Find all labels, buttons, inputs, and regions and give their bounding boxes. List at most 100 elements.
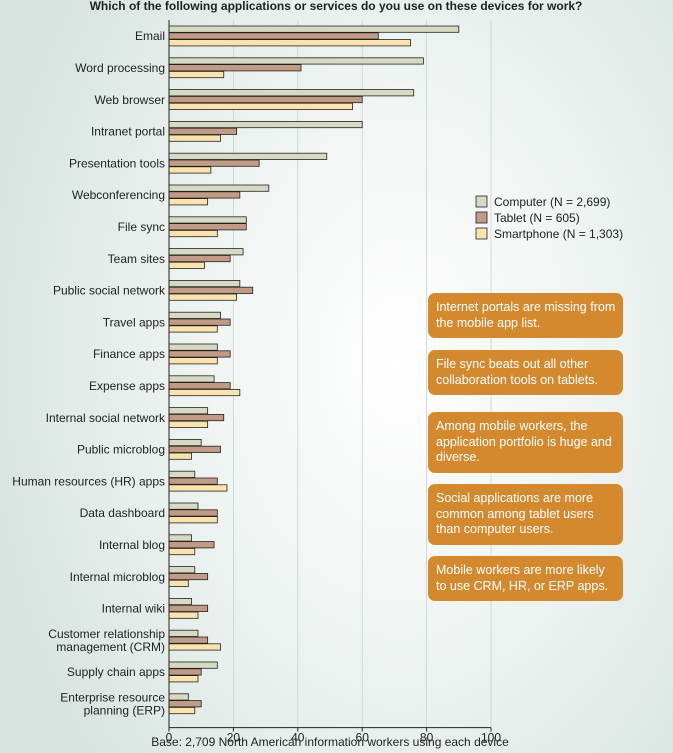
category-label-expense-apps: Expense apps [89,379,165,393]
bar-customer-relationship-management-crm-computer [168,629,199,637]
category-label-word-processing: Word processing [75,61,165,75]
annotation-crm-hr-erp: Mobile workers are more likely to use CR… [428,556,623,601]
bar-internal-wiki-computer [168,598,192,606]
bar-finance-apps-tablet [168,350,231,358]
bar-data-dashboard-computer [168,502,199,510]
bar-intranet-portal-computer [168,121,363,129]
x-tick-label-80: 80 [420,731,434,745]
bar-human-resources-hr-apps-smartphone [168,484,228,492]
chart-caption: Base: 2,709 North American information w… [151,735,509,749]
x-tick-label-0: 0 [166,731,173,745]
bar-supply-chain-apps-computer [168,661,218,669]
category-label-web-browser: Web browser [95,93,165,107]
bar-presentation-tools-computer [168,152,328,160]
category-label-finance-apps: Finance apps [93,347,165,361]
bar-customer-relationship-management-crm-smartphone [168,643,221,651]
bar-enterprise-resource-planning-erp-computer [168,693,189,701]
bar-public-social-network-computer [168,279,241,288]
category-label-travel-apps: Travel apps [103,315,165,329]
bar-expense-apps-tablet [168,382,231,390]
bar-word-processing-computer [168,57,424,65]
bar-public-social-network-smartphone [168,293,238,301]
legend-swatch-tablet [475,211,488,224]
annotation-internet-portals: Internet portals are missing from the mo… [428,293,623,338]
category-label-presentation-tools: Presentation tools [69,156,165,170]
category-label-internal-social-network: Internal social network [46,411,166,425]
bar-travel-apps-tablet [168,318,231,326]
legend: Computer (N = 2,699) Tablet (N = 605) Sm… [475,195,623,241]
bar-travel-apps-computer [168,311,221,319]
annotation-mobile-portfolio: Among mobile workers, the application po… [428,412,623,473]
category-labels: Email Word processing Web browser Intranet … [12,29,166,717]
category-label-public-microblog: Public microblog [77,443,165,457]
legend-label-computer: Computer (N = 2,699) [494,195,610,209]
bar-expense-apps-smartphone [168,388,241,397]
category-label-team-sites: Team sites [108,252,165,266]
bar-travel-apps-smartphone [168,325,218,333]
bar-presentation-tools-smartphone [168,166,212,174]
bar-email-computer [168,25,460,33]
x-axis: 0 20 40 60 80 100 [166,20,501,745]
legend-swatch-computer [475,195,488,208]
bar-team-sites-smartphone [168,261,205,269]
bar-public-microblog-smartphone [168,452,192,460]
bars [168,25,460,715]
bar-supply-chain-apps-tablet [168,668,202,676]
bar-internal-wiki-smartphone [168,611,199,619]
bar-web-browser-tablet [168,96,363,104]
bar-data-dashboard-smartphone [168,516,218,524]
bar-enterprise-resource-planning-erp-smartphone [168,707,196,715]
bar-web-browser-computer [168,89,415,97]
category-label-customer-relationship-management-crm-line2: management (CRM) [56,640,165,654]
bar-public-microblog-tablet [168,445,221,453]
bar-email-smartphone [168,39,411,47]
bar-internal-microblog-tablet [168,573,209,581]
bar-customer-relationship-management-crm-tablet [168,636,209,644]
bar-expense-apps-computer [168,375,215,383]
category-label-intranet-portal: Intranet portal [91,125,165,139]
bar-public-microblog-computer [168,438,202,447]
category-label-internal-wiki: Internal wiki [102,602,165,616]
category-label-email: Email [135,29,165,43]
legend-swatch-smartphone [475,227,488,240]
bar-email-tablet [168,32,379,40]
category-label-internal-blog: Internal blog [99,538,165,552]
bar-file-sync-computer [168,216,247,224]
legend-label-smartphone: Smartphone (N = 1,303) [494,227,623,241]
bar-webconferencing-tablet [168,191,241,199]
category-label-customer-relationship-management-crm-line1: Customer relationship [48,627,165,641]
bar-presentation-tools-tablet [168,159,260,167]
x-tick-label-40: 40 [291,731,305,745]
bar-webconferencing-computer [168,184,270,192]
category-label-data-dashboard: Data dashboard [80,506,165,520]
category-label-supply-chain-apps: Supply chain apps [67,665,165,679]
bar-internal-microblog-smartphone [168,579,189,587]
category-label-enterprise-resource-planning-erp-line2: planning (ERP) [84,704,165,718]
bar-word-processing-tablet [168,64,302,72]
bar-human-resources-hr-apps-tablet [168,477,218,485]
x-tick-label-60: 60 [356,731,370,745]
bar-internal-blog-tablet [168,541,215,549]
x-tick-label-20: 20 [227,731,241,745]
bar-team-sites-tablet [168,254,231,263]
category-label-webconferencing: Webconferencing [72,188,165,202]
bar-human-resources-hr-apps-computer [168,470,196,478]
bar-internal-microblog-computer [168,566,196,574]
x-tick-label-100: 100 [481,731,501,745]
bar-internal-blog-smartphone [168,548,196,556]
bar-file-sync-smartphone [168,229,218,238]
annotation-file-sync: File sync beats out all other collaborat… [428,350,623,395]
legend-label-tablet: Tablet (N = 605) [494,211,580,225]
bar-internal-social-network-tablet [168,413,225,422]
bar-public-social-network-tablet [168,286,254,294]
bar-internal-social-network-smartphone [168,420,209,428]
category-label-internal-microblog: Internal microblog [70,570,165,584]
bar-intranet-portal-smartphone [168,134,221,142]
bar-enterprise-resource-planning-erp-tablet [168,700,202,708]
bar-internal-social-network-computer [168,407,209,415]
bar-internal-wiki-tablet [168,604,209,612]
category-label-human-resources-hr-apps: Human resources (HR) apps [12,474,165,488]
chart-title: Which of the following applications or s… [90,0,583,13]
annotation-social-apps: Social applications are more common amon… [428,484,623,545]
